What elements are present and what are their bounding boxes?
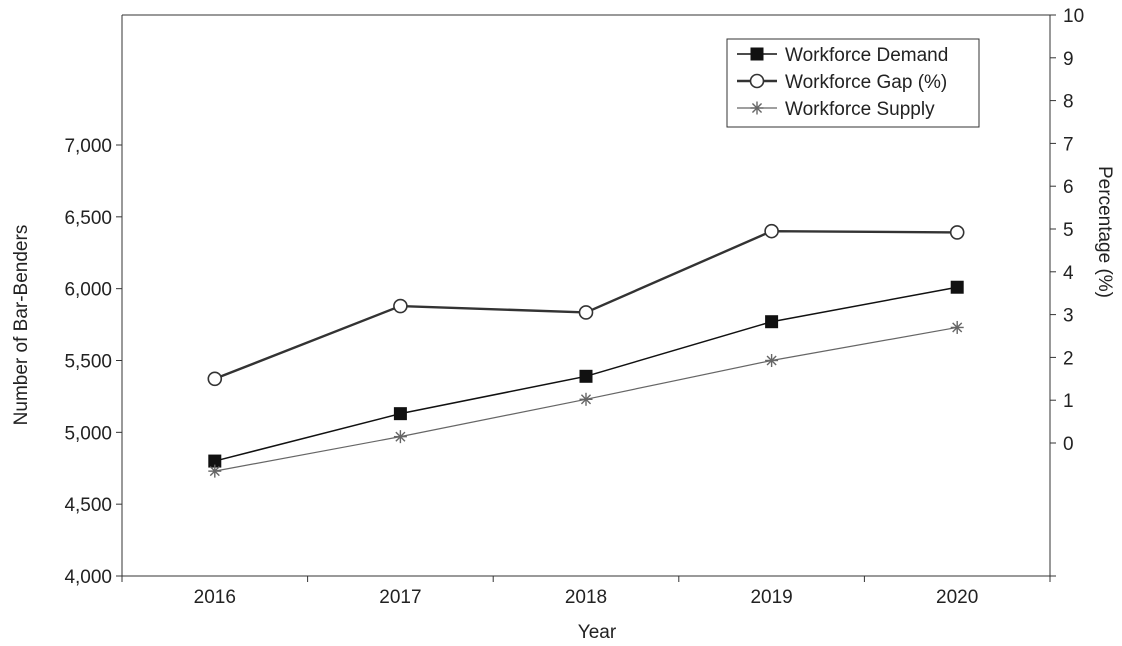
right-y-tick-label: 4 xyxy=(1063,263,1074,284)
data-point xyxy=(207,371,223,387)
left-y-tick-label: 6,000 xyxy=(64,280,112,301)
right-y-tick-label: 9 xyxy=(1063,49,1074,70)
right-y-tick-label: 0 xyxy=(1063,434,1074,455)
x-tick-label: 2018 xyxy=(565,587,607,608)
data-point xyxy=(765,354,779,367)
right-y-tick-label: 7 xyxy=(1063,134,1074,155)
right-y-axis: 0 1 2 3 4 5 6 7 8 9 10 xyxy=(1050,6,1084,577)
data-point xyxy=(579,369,593,383)
series-layer xyxy=(207,223,965,478)
data-point xyxy=(764,223,779,239)
x-tick-label: 2017 xyxy=(379,587,421,608)
right-y-tick-label: 6 xyxy=(1063,177,1074,198)
left-y-tick-label: 5,500 xyxy=(64,352,112,373)
left-y-axis-title: Number of Bar-Benders xyxy=(11,225,32,426)
data-point xyxy=(949,225,965,240)
right-y-tick-label: 8 xyxy=(1063,92,1074,113)
data-point xyxy=(208,464,222,478)
legend-label: Workforce Gap (%) xyxy=(785,72,947,93)
legend-label: Workforce Supply xyxy=(785,99,935,120)
right-y-tick-label: 10 xyxy=(1063,6,1084,27)
legend-marker xyxy=(749,73,765,89)
x-tick-label: 2016 xyxy=(194,587,236,608)
right-y-axis-title: Percentage (%) xyxy=(1094,166,1115,298)
right-y-tick-label: 1 xyxy=(1063,391,1074,412)
left-y-tick-label: 6,500 xyxy=(64,208,112,229)
legend-label: Workforce Demand xyxy=(785,45,948,66)
data-point xyxy=(578,305,594,320)
x-tick-label: 2019 xyxy=(750,587,792,608)
right-y-tick-label: 3 xyxy=(1063,306,1074,327)
legend-marker xyxy=(750,47,764,61)
x-axis-title: Year xyxy=(578,622,617,643)
x-axis: 2016 2017 2018 2019 2020 xyxy=(121,576,1051,608)
series-circle xyxy=(207,223,965,387)
left-y-tick-label: 7,000 xyxy=(64,136,112,157)
legend: Workforce Demand Workforce Gap (%) Workfor… xyxy=(726,38,980,128)
legend-marker xyxy=(750,101,764,115)
left-y-tick-label: 4,500 xyxy=(64,495,112,516)
plot-area xyxy=(121,14,1051,577)
left-y-tick-label: 4,000 xyxy=(64,567,112,588)
left-y-tick-label: 5,000 xyxy=(64,423,112,444)
left-y-axis: 4,000 4,500 5,000 5,500 6,000 6,500 7,000 xyxy=(64,136,122,588)
x-tick-label: 2020 xyxy=(936,587,978,608)
series-asterisk xyxy=(208,320,964,478)
series-square xyxy=(208,280,964,468)
data-point xyxy=(950,320,964,334)
data-point xyxy=(950,280,964,294)
series-line xyxy=(214,229,958,380)
data-point xyxy=(765,315,779,329)
right-y-tick-label: 5 xyxy=(1063,220,1074,241)
data-point xyxy=(579,392,593,406)
data-point xyxy=(393,298,408,314)
data-point xyxy=(393,407,407,421)
data-point xyxy=(393,430,407,444)
right-y-tick-label: 2 xyxy=(1063,348,1074,369)
